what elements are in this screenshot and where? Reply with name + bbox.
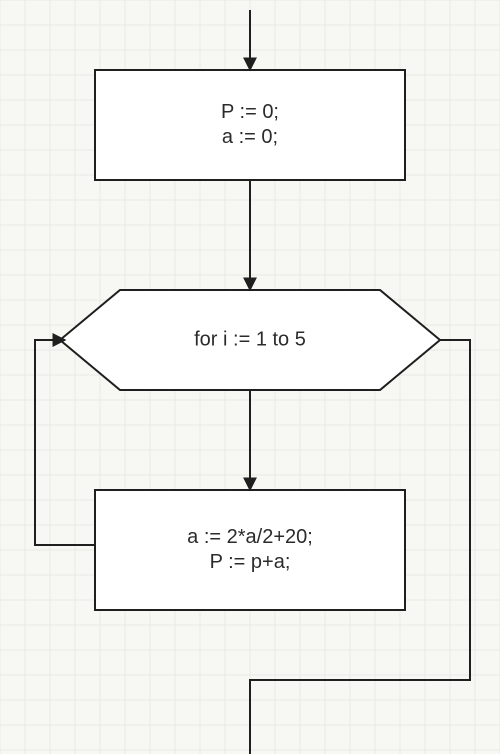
node-body-text-0: a := 2*a/2+20; <box>187 526 313 548</box>
node-body: a := 2*a/2+20; P := p+a; <box>95 490 405 610</box>
node-loop: for i := 1 to 5 <box>60 290 440 390</box>
node-body-text-1: P := p+a; <box>210 551 291 573</box>
node-init-text-1: a := 0; <box>222 126 278 148</box>
node-init: P := 0; a := 0; <box>95 70 405 180</box>
node-loop-text-0: for i := 1 to 5 <box>194 328 306 350</box>
node-init-text-0: P := 0; <box>221 101 279 123</box>
